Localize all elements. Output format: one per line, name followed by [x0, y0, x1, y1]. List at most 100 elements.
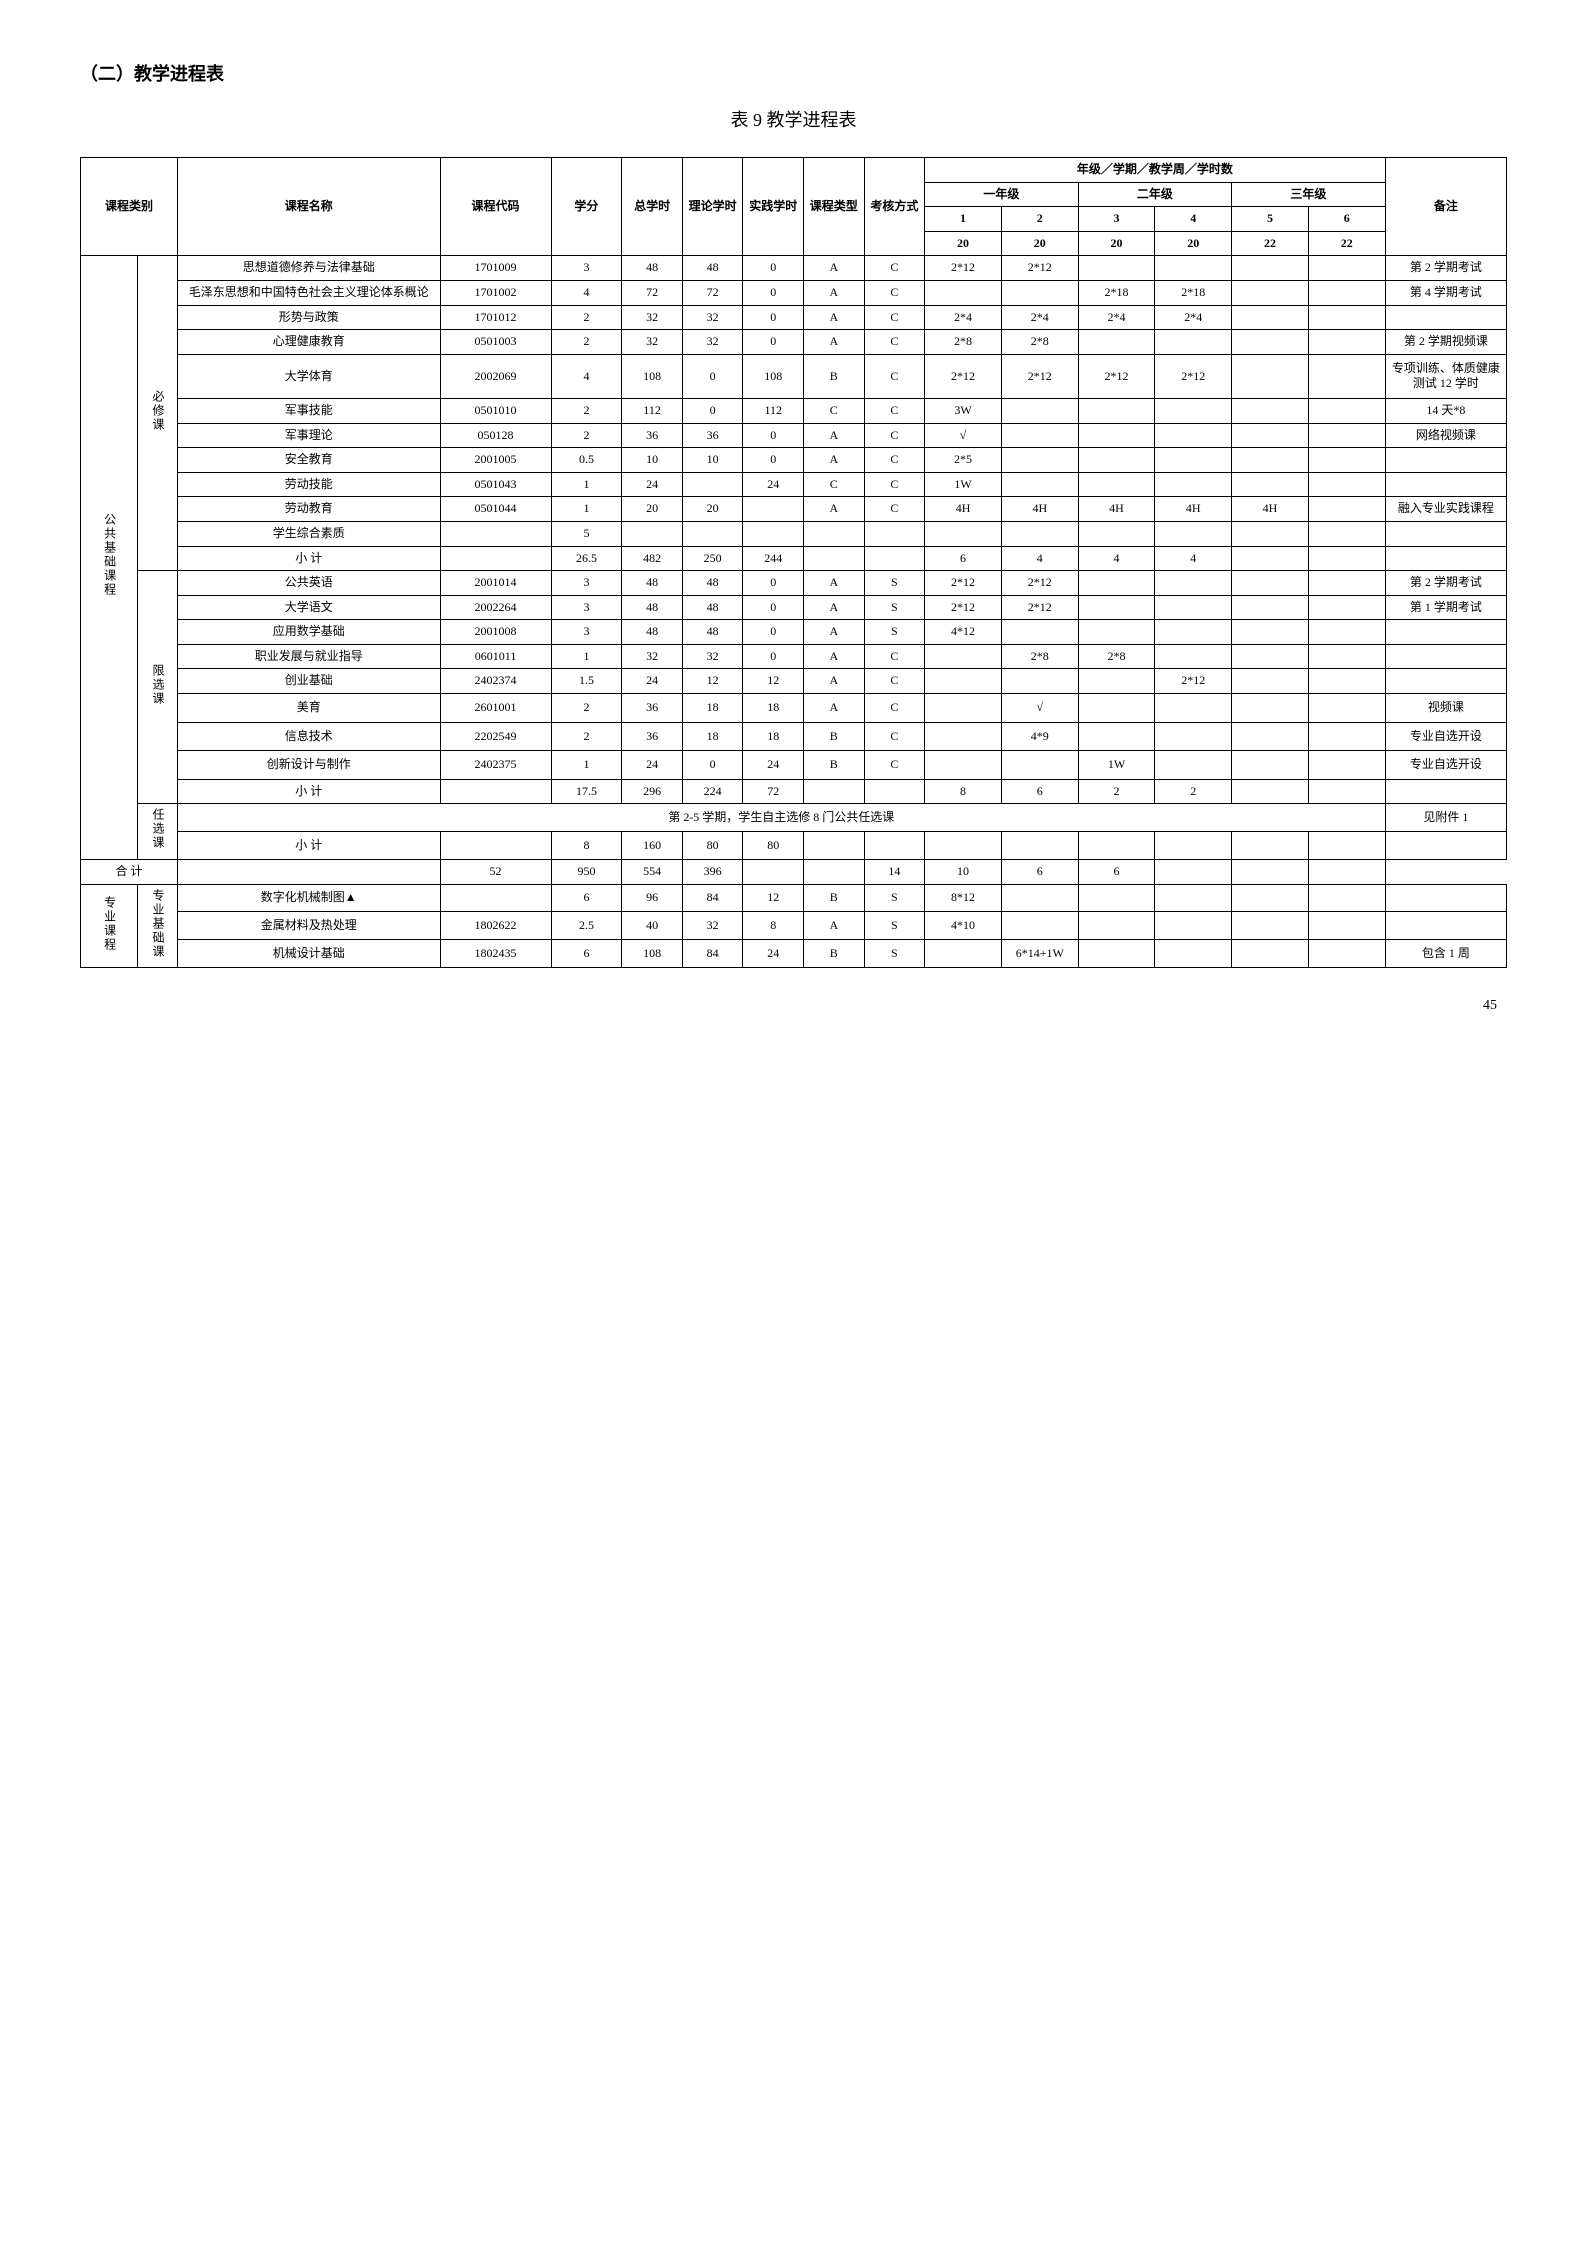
cell-code: 0501010 — [440, 398, 551, 423]
cell-practice: 0 — [743, 644, 804, 669]
schedule-table: 课程类别 课程名称 课程代码 学分 总学时 理论学时 实践学时 课程类型 考核方… — [80, 157, 1507, 968]
cell-s1: 2*4 — [925, 305, 1002, 330]
cell-practice — [743, 521, 804, 546]
th-w6: 22 — [1308, 231, 1385, 256]
cell-s1: 8*12 — [925, 884, 1002, 912]
table-row: 小 计26.54822502446444 — [81, 546, 1507, 571]
cell-s4: 2*12 — [1155, 354, 1232, 398]
cell-total: 108 — [622, 940, 683, 968]
cell-name: 形势与政策 — [177, 305, 440, 330]
cat-major-base: 专业基础课 — [137, 884, 177, 968]
cell-theory: 84 — [682, 884, 743, 912]
cell-code: 1802435 — [440, 940, 551, 968]
cell-s2: 2*12 — [1001, 595, 1078, 620]
cell-type: C — [804, 398, 865, 423]
cell-note: 第 2 学期考试 — [1385, 571, 1506, 596]
table-row: 美育26010012361818AC√视频课 — [81, 694, 1507, 723]
cell-type: A — [804, 669, 865, 694]
table-row: 合 计 52950554396141066 — [81, 860, 1507, 885]
th-w2: 20 — [1001, 231, 1078, 256]
cell-s4 — [1155, 448, 1232, 473]
cell-theory: 224 — [682, 779, 743, 804]
cell-code — [440, 521, 551, 546]
table-row: 信息技术22025492361818BC4*9专业自选开设 — [81, 722, 1507, 751]
cell-total: 24 — [622, 669, 683, 694]
th-course-code: 课程代码 — [440, 158, 551, 256]
cell-credit: 2 — [551, 398, 622, 423]
cat-optional: 任选课 — [137, 804, 177, 860]
cell-s6 — [1308, 669, 1385, 694]
cell-code: 2202549 — [440, 722, 551, 751]
th-sem2: 2 — [1001, 207, 1078, 232]
cell-name: 应用数学基础 — [177, 620, 440, 645]
cell-s6 — [1308, 280, 1385, 305]
cell-s6 — [1308, 940, 1385, 968]
table-row: 小 计17.5296224728622 — [81, 779, 1507, 804]
cell-credit: 4 — [551, 354, 622, 398]
cell-theory — [682, 521, 743, 546]
cell-s1: 4*12 — [925, 620, 1002, 645]
cell-total: 32 — [622, 644, 683, 669]
table-row: 形势与政策1701012232320AC2*42*42*42*4 — [81, 305, 1507, 330]
cell-s2 — [1001, 280, 1078, 305]
cell-s4: 2*4 — [1155, 305, 1232, 330]
table-row: 小 计81608080 — [81, 832, 1507, 860]
cell-s5 — [1232, 546, 1309, 571]
cell-s2: 2*12 — [1001, 256, 1078, 281]
cell-name: 劳动技能 — [177, 472, 440, 497]
table-row: 创业基础24023741.5241212AC2*12 — [81, 669, 1507, 694]
cell-s1 — [925, 751, 1002, 780]
cell-practice: 396 — [682, 860, 743, 885]
th-w5: 22 — [1232, 231, 1309, 256]
cell-credit: 1 — [551, 472, 622, 497]
th-course-name: 课程名称 — [177, 158, 440, 256]
cell-s5 — [1232, 521, 1309, 546]
cell-note: 专业自选开设 — [1385, 722, 1506, 751]
cell-s5 — [1232, 448, 1309, 473]
cell-s4 — [1155, 256, 1232, 281]
cell-note — [1385, 546, 1506, 571]
cell-practice: 80 — [743, 832, 804, 860]
th-sem3: 3 — [1078, 207, 1155, 232]
cell-type: A — [804, 448, 865, 473]
cell-note — [1385, 644, 1506, 669]
cell-note — [1385, 521, 1506, 546]
cell-total: 32 — [622, 330, 683, 355]
th-note: 备注 — [1385, 158, 1506, 256]
cell-s5 — [1232, 694, 1309, 723]
cell-credit: 2 — [551, 423, 622, 448]
cell-practice: 24 — [743, 751, 804, 780]
cell-type — [804, 521, 865, 546]
cell-s6 — [1308, 884, 1385, 912]
cell-s2 — [1001, 832, 1078, 860]
cell-total: 24 — [622, 751, 683, 780]
cell-credit: 2 — [551, 305, 622, 330]
cell-s6 — [1308, 912, 1385, 940]
cell-s6 — [1308, 497, 1385, 522]
cell-s2 — [1001, 448, 1078, 473]
cell-s5 — [1232, 330, 1309, 355]
cell-s2: 4*9 — [1001, 722, 1078, 751]
cell-name: 劳动教育 — [177, 497, 440, 522]
table-row: 军事理论050128236360AC√网络视频课 — [81, 423, 1507, 448]
optional-text: 第 2-5 学期，学生自主选修 8 门公共任选课 — [177, 804, 1385, 832]
cell-note: 专项训练、体质健康测试 12 学时 — [1385, 354, 1506, 398]
cell-s1: 1W — [925, 472, 1002, 497]
cell-s5: 4H — [1232, 497, 1309, 522]
cell-type: B — [804, 940, 865, 968]
cell-s4 — [1155, 644, 1232, 669]
th-sem6: 6 — [1308, 207, 1385, 232]
cell-s1: 2*8 — [925, 330, 1002, 355]
cell-s3 — [1078, 940, 1155, 968]
cell-s4: 2*18 — [1155, 280, 1232, 305]
cell-s4: 2*12 — [1155, 669, 1232, 694]
cell-code: 050128 — [440, 423, 551, 448]
th-sem5: 5 — [1232, 207, 1309, 232]
cell-exam: C — [864, 423, 925, 448]
cell-s4 — [1155, 571, 1232, 596]
cell-exam: C — [864, 644, 925, 669]
cell-s1 — [925, 940, 1002, 968]
cell-code: 0501003 — [440, 330, 551, 355]
cell-s6 — [1308, 521, 1385, 546]
cell-practice: 24 — [743, 472, 804, 497]
